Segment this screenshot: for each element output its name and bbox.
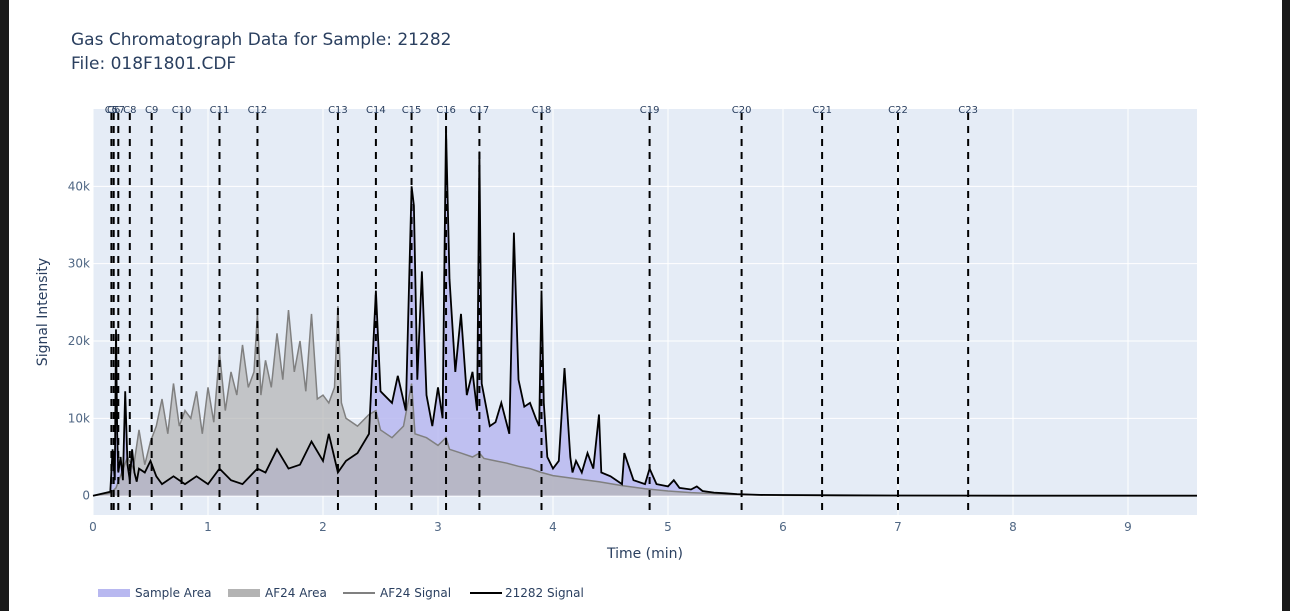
chart-title: Gas Chromatograph Data for Sample: 21282 (71, 30, 452, 50)
marker-label-c20: C20 (732, 105, 752, 116)
legend-label-2: AF24 Signal (380, 586, 451, 600)
x-tick-label: 4 (549, 520, 557, 534)
marker-label-c5: C5 (105, 105, 118, 116)
x-tick-label: 3 (434, 520, 442, 534)
legend-swatch-0 (98, 589, 130, 597)
x-axis-title: Time (min) (606, 546, 683, 562)
marker-label-c13: C13 (328, 105, 348, 116)
marker-label-c19: C19 (640, 105, 660, 116)
x-axis-ticks: 0 1 2 3 4 5 6 7 8 9 (89, 520, 1132, 534)
y-tick-label: 0 (82, 489, 90, 503)
marker-label-c17: C17 (470, 105, 490, 116)
legend: Sample Area AF24 Area AF24 Signal 21282 Sig… (98, 586, 584, 600)
y-axis-title: Signal Intensity (35, 258, 51, 366)
y-axis-ticks: 0 10k 20k 30k 40k (68, 179, 90, 502)
marker-label-c14: C14 (366, 105, 386, 116)
legend-label-1: AF24 Area (265, 586, 327, 600)
y-tick-label: 30k (68, 257, 90, 271)
legend-label-3: 21282 Signal (505, 586, 584, 600)
y-tick-label: 10k (68, 411, 90, 425)
chart-subtitle: File: 018F1801.CDF (71, 54, 237, 74)
x-tick-label: 7 (894, 520, 902, 534)
marker-label-c18: C18 (532, 105, 552, 116)
y-tick-label: 40k (68, 179, 90, 193)
x-tick-label: 9 (1124, 520, 1132, 534)
window-frame-right (1282, 0, 1290, 611)
marker-label-c23: C23 (958, 105, 978, 116)
marker-label-c22: C22 (888, 105, 908, 116)
x-tick-label: 2 (319, 520, 327, 534)
legend-swatch-1 (228, 589, 260, 597)
marker-label-c11: C11 (210, 105, 230, 116)
marker-label-c6: C6 (107, 105, 120, 116)
af24-area (93, 306, 1197, 496)
area-layer (93, 128, 1197, 496)
x-tick-label: 1 (204, 520, 212, 534)
af24-signal-line (92, 306, 1197, 497)
marker-label-c21: C21 (812, 105, 832, 116)
legend-label-0: Sample Area (135, 586, 211, 600)
marker-label-c15: C15 (402, 105, 422, 116)
y-tick-label: 20k (68, 334, 90, 348)
marker-label-c7: C7 (112, 105, 125, 116)
x-tick-label: 8 (1009, 520, 1017, 534)
marker-label-c12: C12 (248, 105, 268, 116)
x-tick-label: 5 (664, 520, 672, 534)
x-tick-label: 6 (779, 520, 787, 534)
marker-label-c8: C8 (123, 105, 136, 116)
marker-label-c10: C10 (172, 105, 192, 116)
x-tick-label: 0 (89, 520, 97, 534)
marker-label-c16: C16 (436, 105, 456, 116)
chart-title-block: Gas Chromatograph Data for Sample: 21282… (71, 28, 451, 76)
window-frame-left (0, 0, 9, 611)
marker-label-c9: C9 (145, 105, 158, 116)
